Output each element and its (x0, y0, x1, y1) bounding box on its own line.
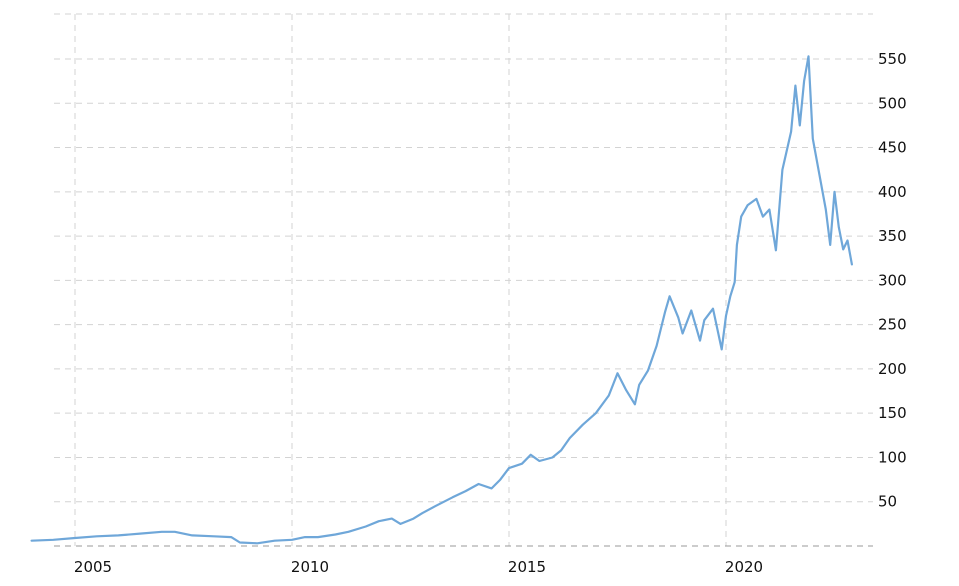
x-tick-label: 2005 (74, 558, 112, 576)
y-tick-label: 100 (878, 448, 907, 466)
x-tick-label: 2010 (291, 558, 329, 576)
y-tick-label: 200 (878, 360, 907, 378)
y-tick-label: 50 (878, 493, 897, 511)
y-tick-label: 450 (878, 139, 907, 157)
price-series-line (30, 55, 854, 545)
y-tick-label: 300 (878, 271, 907, 289)
y-tick-label: 550 (878, 50, 907, 68)
x-tick-label: 2015 (508, 558, 546, 576)
y-tick-label: 350 (878, 227, 907, 245)
y-tick-label: 150 (878, 404, 907, 422)
y-tick-label: 400 (878, 183, 907, 201)
x-tick-label: 2020 (725, 558, 763, 576)
y-tick-label: 500 (878, 94, 907, 112)
y-tick-label: 250 (878, 316, 907, 334)
